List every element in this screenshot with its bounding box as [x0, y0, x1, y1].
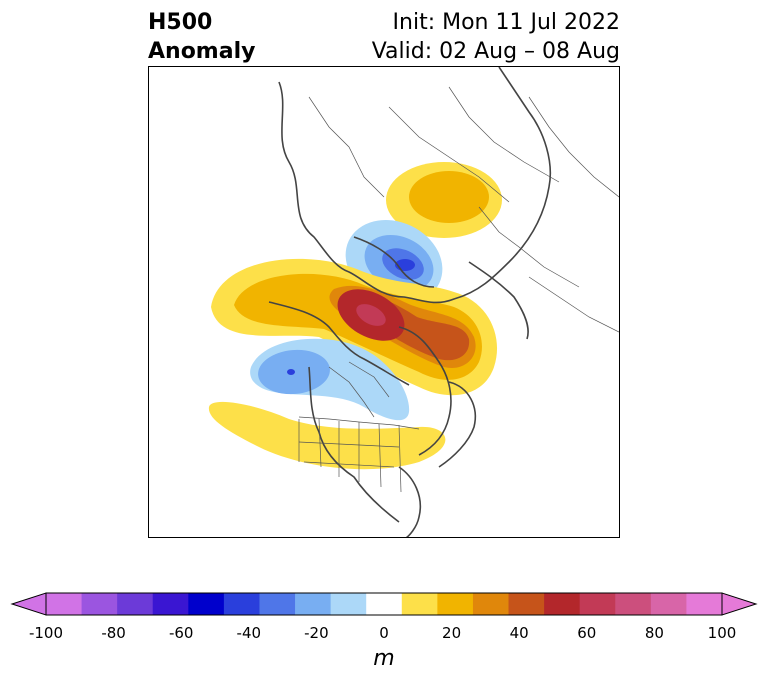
colorbar-tick-label: 60 — [577, 624, 597, 642]
chart-title: H500 Anomaly — [148, 8, 255, 66]
colorbar-tick-label: -100 — [28, 624, 64, 642]
colorbar-swatch — [508, 593, 545, 615]
colorbar-tick-label: -80 — [101, 624, 126, 642]
colorbar-swatch — [81, 593, 118, 615]
colorbar-tick-label: 100 — [707, 624, 737, 642]
valid-date-range: Valid: 02 Aug – 08 Aug — [371, 39, 620, 64]
colorbar-tick-label: 0 — [379, 624, 389, 642]
colorbar-swatch — [259, 593, 296, 615]
colorbar-tick-label: -60 — [168, 624, 194, 642]
colorbar-swatch — [330, 593, 367, 615]
coastlines — [268, 67, 552, 537]
colorbar-tick-label: -20 — [304, 624, 329, 642]
political-borders — [298, 86, 619, 493]
colorbar-swatch — [401, 593, 438, 615]
colorbar-swatch — [544, 593, 581, 615]
colorbar-tick-label: 40 — [509, 624, 529, 642]
colorbar-tick-label: 20 — [442, 624, 462, 642]
title-line-1: H500 — [148, 10, 213, 35]
negative-anomaly-pacific — [250, 338, 410, 421]
colorbar-swatch — [437, 593, 474, 615]
colorbar-swatch — [295, 593, 332, 615]
title-line-2: Anomaly — [148, 39, 256, 64]
colorbar-swatch — [46, 593, 83, 615]
colorbar-outline — [45, 592, 723, 616]
left-edge-gap — [149, 282, 155, 320]
positive-anomaly-us — [208, 401, 446, 470]
colorbar-swatch — [579, 593, 616, 615]
colorbar — [10, 592, 758, 616]
colorbar-swatch — [188, 593, 225, 615]
colorbar-tick-label: -40 — [236, 624, 262, 642]
colorbar-swatch — [650, 593, 687, 615]
map-panel — [148, 66, 620, 538]
valid-info: Init: Mon 11 Jul 2022 Valid: 02 Aug – 08… — [372, 8, 620, 66]
positive-anomaly-siberia — [386, 162, 502, 238]
positive-anomaly-main — [211, 258, 498, 396]
colorbar-extend-high — [721, 592, 758, 616]
colorbar-swatch — [686, 593, 723, 615]
anomaly-map — [149, 67, 619, 537]
colorbar-extend-low — [10, 592, 47, 616]
colorbar-swatch — [223, 593, 260, 615]
colorbar-tick-label: 80 — [644, 624, 664, 642]
colorbar-swatch — [152, 593, 189, 615]
init-date: Init: Mon 11 Jul 2022 — [392, 10, 620, 35]
colorbar-swatches — [46, 593, 723, 615]
colorbar-swatch — [615, 593, 652, 615]
colorbar-unit: m — [373, 646, 395, 671]
colorbar-swatch — [472, 593, 510, 615]
colorbar-swatch — [366, 593, 403, 615]
colorbar-swatch — [117, 593, 154, 615]
